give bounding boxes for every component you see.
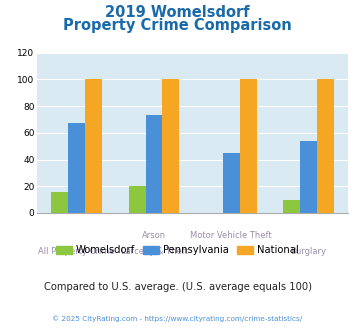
Text: All Property Crime: All Property Crime (38, 248, 115, 256)
Text: Larceny & Theft: Larceny & Theft (121, 248, 187, 256)
Bar (51, 191, 69, 213)
Text: 2019 Womelsdorf: 2019 Womelsdorf (105, 5, 250, 20)
Text: Burglary: Burglary (290, 248, 326, 256)
Bar (129, 186, 146, 213)
Text: Motor Vehicle Theft: Motor Vehicle Theft (190, 231, 272, 240)
Bar (283, 200, 300, 213)
Bar (69, 123, 85, 213)
Text: © 2025 CityRating.com - https://www.cityrating.com/crime-statistics/: © 2025 CityRating.com - https://www.city… (53, 315, 302, 322)
Bar (240, 80, 257, 213)
Bar (85, 80, 102, 213)
Bar (146, 115, 163, 213)
Bar (163, 80, 180, 213)
Bar (223, 153, 240, 213)
Text: Compared to U.S. average. (U.S. average equals 100): Compared to U.S. average. (U.S. average … (44, 282, 311, 292)
Text: Property Crime Comparison: Property Crime Comparison (63, 18, 292, 33)
Text: Arson: Arson (142, 231, 166, 240)
Legend: Womelsdorf, Pennsylvania, National: Womelsdorf, Pennsylvania, National (52, 241, 303, 259)
Bar (317, 80, 334, 213)
Bar (300, 141, 317, 213)
